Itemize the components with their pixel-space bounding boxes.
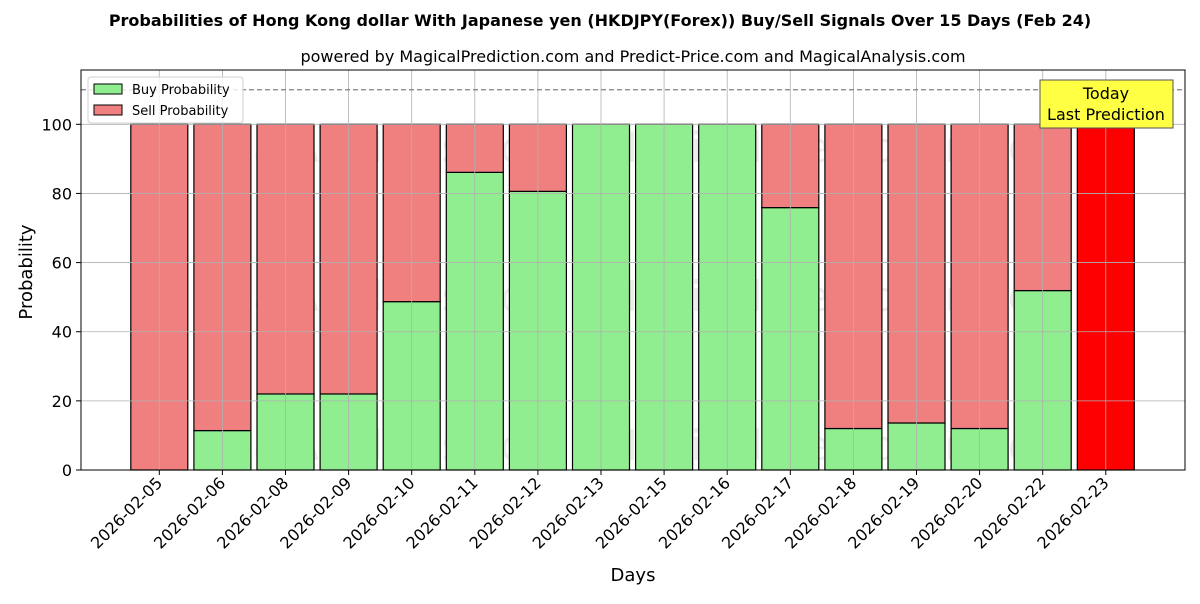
x-axis-label: Days bbox=[611, 565, 656, 586]
legend-swatch bbox=[93, 83, 123, 95]
y-axis: 0 20 40 60 80 100 bbox=[41, 115, 81, 480]
y-axis-label: Probability bbox=[16, 224, 37, 319]
y-tick-label: 100 bbox=[41, 115, 72, 134]
chart-subtitle: powered by MagicalPrediction.com and Pre… bbox=[300, 47, 965, 66]
grid-lines bbox=[81, 70, 1185, 471]
chart-title: Probabilities of Hong Kong dollar With J… bbox=[109, 11, 1091, 30]
today-annotation: Today Last Prediction bbox=[1039, 79, 1174, 129]
y-tick-label: 80 bbox=[52, 184, 72, 203]
x-axis: 2026-02-052026-02-062026-02-082026-02-09… bbox=[87, 470, 1113, 553]
legend-label: Buy Probability bbox=[132, 83, 230, 98]
annotation-text: Last Prediction bbox=[1047, 105, 1165, 124]
annotation-text: Today bbox=[1082, 84, 1129, 103]
y-tick-label: 60 bbox=[52, 254, 72, 273]
legend-label: Sell Probability bbox=[132, 104, 229, 119]
y-tick-label: 20 bbox=[52, 392, 72, 411]
annotation-box bbox=[1039, 79, 1174, 129]
legend-swatch bbox=[93, 104, 123, 116]
legend: Buy Probability Sell Probability bbox=[87, 76, 244, 124]
y-tick-label: 40 bbox=[52, 323, 72, 342]
y-tick-label: 0 bbox=[62, 461, 72, 480]
plot-frame bbox=[80, 69, 1186, 471]
legend-box bbox=[87, 76, 244, 124]
